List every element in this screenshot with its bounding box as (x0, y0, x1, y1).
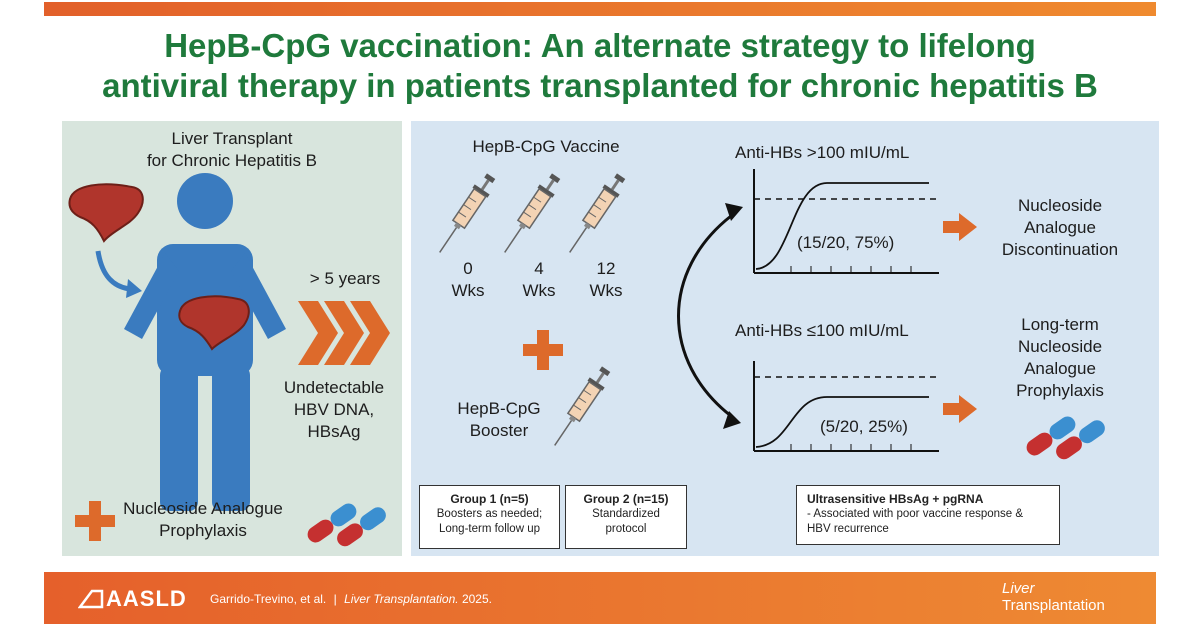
dose-number: 4 (534, 259, 544, 278)
dose-unit: Wks (451, 281, 485, 300)
dose-0: 0 Wks (446, 258, 490, 302)
split-arrow-icon (677, 214, 732, 418)
low-response-value: (5/20, 25%) (820, 417, 908, 436)
discontinuation-label: Nucleoside Analogue Discontinuation (990, 195, 1130, 261)
discontinuation-line: Discontinuation (1001, 240, 1119, 259)
undetectable-label: Undetectable HBV DNA, HBsAg (270, 377, 398, 443)
high-response-curve (753, 169, 939, 274)
dose-12: 12 Wks (584, 258, 628, 302)
citation-separator: | (333, 592, 337, 606)
long-term-prophylaxis-label: Long-term Nucleoside Analogue Prophylaxi… (990, 314, 1130, 402)
biomarker-title: Ultrasensitive HBsAg + pgRNA (807, 492, 984, 506)
prophylaxis-line-2: Prophylaxis (159, 521, 247, 540)
pill-icon (1026, 416, 1105, 460)
transplant-illustration (68, 173, 390, 547)
citation-year: 2025. (461, 592, 492, 606)
dose-unit: Wks (522, 281, 556, 300)
plus-icon (75, 501, 115, 541)
undetectable-line-1: Undetectable (283, 378, 385, 397)
group-detail: Standardized (592, 508, 660, 520)
journal-logo-line-1: Liver (1002, 580, 1035, 597)
group-title: Group 2 (n=15) (583, 492, 669, 506)
vaccine-heading: HepB-CpG Vaccine (472, 137, 620, 156)
undetectable-line-3: HBsAg (307, 422, 361, 441)
dose-4: 4 Wks (517, 258, 561, 302)
arrow-icon (95, 250, 131, 292)
long-term-line: Nucleoside (1017, 337, 1103, 356)
prophylaxis-label: Nucleoside Analogue Prophylaxis (100, 498, 306, 542)
top-accent-bar (44, 2, 1156, 16)
journal-logo-line-2: Transplantation (1002, 597, 1105, 614)
page-title: HepB-CpG vaccination: An alternate strat… (40, 26, 1160, 106)
group-title: Group 1 (n=5) (450, 492, 529, 506)
transplanted-liver-icon (178, 295, 250, 351)
arrow-head-icon (126, 279, 142, 298)
journal-logo: Liver Transplantation (1002, 580, 1105, 614)
long-term-line: Prophylaxis (1016, 381, 1104, 400)
dose-number: 0 (463, 259, 473, 278)
booster-line-1: HepB-CpG (457, 399, 541, 418)
chevron-icon (298, 301, 390, 365)
high-response-label: Anti-HBs >100 mIU/mL (735, 143, 910, 162)
group-detail: Long-term follow up (439, 523, 540, 535)
aasld-logo-icon (78, 589, 104, 609)
syringe-icon (496, 170, 565, 259)
arrow-right-icon (943, 395, 977, 423)
arrow-right-icon (943, 213, 977, 241)
booster-label: HepB-CpG Booster (440, 398, 558, 442)
discontinuation-line: Analogue (1024, 218, 1096, 237)
dose-number: 12 (596, 259, 616, 278)
low-response-label: Anti-HBs ≤100 mIU/mL (735, 321, 909, 340)
biomarker-detail: - Associated with poor vaccine response … (807, 508, 1024, 520)
transplant-heading-line-2: for Chronic Hepatitis B (146, 151, 318, 170)
long-term-line: Long-term (1021, 315, 1099, 334)
high-response-value: (15/20, 75%) (797, 233, 895, 252)
vaccination-diagram (431, 169, 1105, 460)
prophylaxis-line-1: Nucleoside Analogue (123, 499, 283, 518)
booster-line-2: Booster (469, 421, 529, 440)
transplant-heading-line-1: Liver Transplant (171, 129, 293, 148)
group-2-box: Group 2 (n=15) Standardized protocol (565, 485, 687, 549)
discontinuation-line: Nucleoside (1017, 196, 1103, 215)
transplant-heading: Liver Transplant for Chronic Hepatitis B (112, 128, 352, 172)
citation: Garrido-Trevino, et al. | Liver Transpla… (210, 592, 492, 606)
citation-authors: Garrido-Trevino, et al. (210, 592, 327, 606)
citation-journal: Liver Transplantation. (344, 592, 459, 606)
pill-icon (307, 503, 386, 547)
group-detail: Boosters as needed; (436, 508, 543, 520)
footer-bar: AASLD Garrido-Trevino, et al. | Liver Tr… (44, 572, 1156, 624)
undetectable-line-2: HBV DNA, (293, 400, 375, 419)
aasld-brand: AASLD (106, 586, 187, 611)
low-response-curve (753, 361, 939, 452)
plus-icon (523, 330, 563, 370)
group-1-box: Group 1 (n=5) Boosters as needed; Long-t… (419, 485, 560, 549)
biomarker-detail: HBV recurrence (807, 523, 889, 535)
title-line-1: HepB-CpG vaccination: An alternate strat… (164, 27, 1036, 64)
long-term-line: Analogue (1024, 359, 1096, 378)
syringe-icon (431, 170, 500, 259)
group-detail: protocol (605, 523, 647, 535)
biomarker-box: Ultrasensitive HBsAg + pgRNA - Associate… (796, 485, 1060, 545)
syringe-icon (561, 170, 630, 259)
liver-icon (68, 183, 144, 243)
dose-unit: Wks (589, 281, 623, 300)
duration-label: > 5 years (309, 269, 381, 288)
title-line-2: antiviral therapy in patients transplant… (102, 67, 1098, 104)
person-icon (124, 173, 286, 511)
